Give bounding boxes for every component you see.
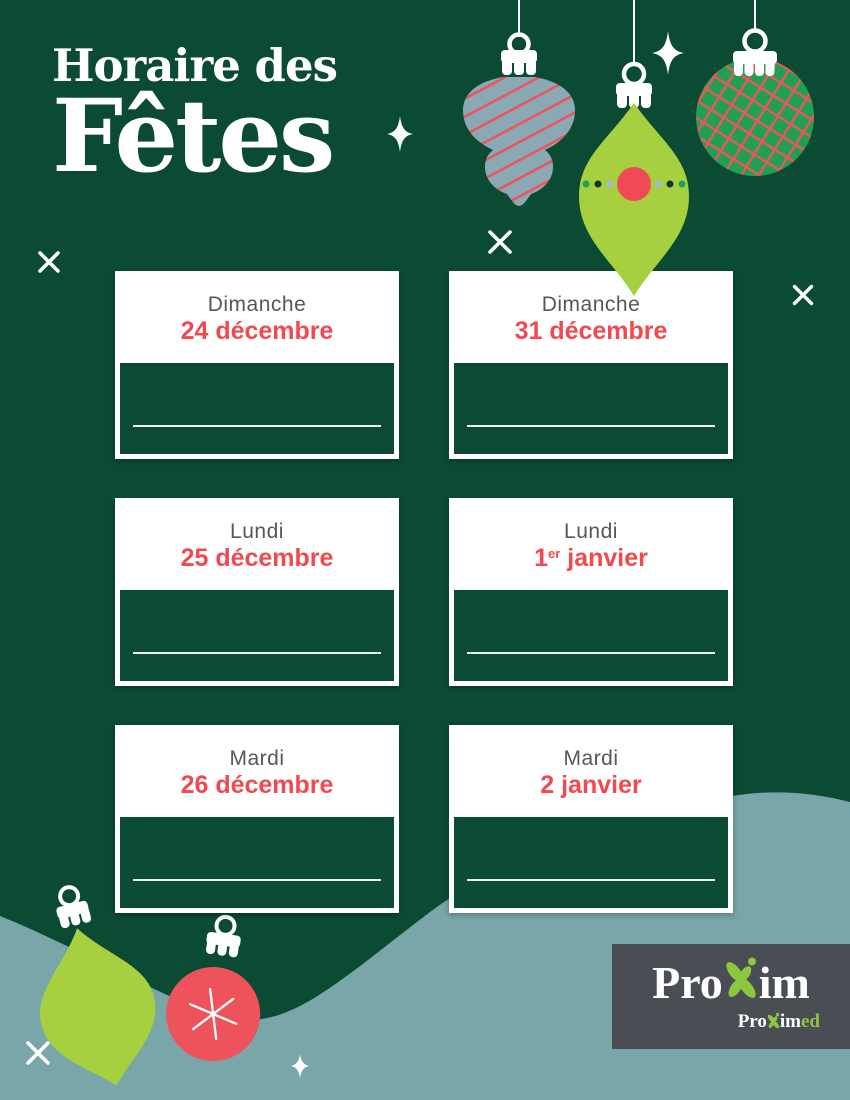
card-mardi-2-janvier: Mardi 2 janvier — [449, 725, 733, 913]
hours-blank-line — [467, 879, 715, 881]
snowflake-icon — [188, 988, 238, 1041]
card-day-label: Mardi — [229, 747, 285, 770]
sub-logo-text-ed: ed — [801, 1011, 820, 1032]
sub-logo-text-pre: Pro — [737, 1011, 767, 1032]
card-mardi-26-decembre: Mardi 26 décembre — [115, 725, 399, 913]
card-hours-slot — [454, 590, 728, 681]
striped-finial-ornament-icon — [463, 32, 575, 206]
hours-blank-line — [133, 425, 381, 427]
card-header: Lundi 1er janvier — [449, 498, 733, 590]
card-day-label: Mardi — [563, 747, 619, 770]
sparkle-icon — [291, 1054, 309, 1078]
card-hours-slot — [454, 363, 728, 454]
red-ball-snowflake-ornament-icon — [166, 914, 261, 1062]
card-header: Lundi 25 décembre — [115, 498, 399, 590]
sparkle-icon — [652, 31, 684, 75]
card-dimanche-24-decembre: Dimanche 24 décembre — [115, 271, 399, 459]
card-date-label: 24 décembre — [180, 317, 334, 345]
page-title: Horaire des Fêtes — [52, 39, 338, 195]
card-header: Mardi 2 janvier — [449, 725, 733, 817]
teardrop-ornament-icon — [579, 61, 689, 296]
hours-blank-line — [467, 425, 715, 427]
card-lundi-1er-janvier: Lundi 1er janvier — [449, 498, 733, 686]
card-header: Mardi 26 décembre — [115, 725, 399, 817]
card-day-label: Dimanche — [207, 293, 307, 316]
x-mark-icon — [792, 284, 814, 306]
card-date-label: 2 janvier — [540, 771, 642, 799]
logo-text-post: im — [758, 957, 810, 1008]
card-day-label: Lundi — [230, 520, 284, 543]
card-dimanche-31-decembre: Dimanche 31 décembre — [449, 271, 733, 459]
card-date-label: 1er janvier — [534, 544, 648, 572]
x-mark-icon — [488, 230, 512, 254]
card-header: Dimanche 24 décembre — [115, 271, 399, 363]
sparkle-icon — [387, 116, 413, 152]
x-mark-icon — [38, 251, 60, 273]
card-date-label: 31 décembre — [514, 317, 668, 345]
card-date-label: 26 décembre — [180, 771, 334, 799]
title-line-1: Horaire des — [52, 39, 338, 92]
hours-blank-line — [467, 652, 715, 654]
leaf-x-logo-icon — [767, 1012, 780, 1028]
hours-blank-line — [133, 879, 381, 881]
card-day-label: Dimanche — [541, 293, 641, 316]
card-hours-slot — [454, 817, 728, 908]
hours-blank-line — [133, 652, 381, 654]
card-date-label: 25 décembre — [180, 544, 334, 572]
logo-text-pre: Pro — [652, 957, 723, 1008]
proxim-logo: Pro im — [612, 955, 850, 1011]
proxim-logo-box: Pro im Pro — [612, 944, 850, 1049]
leaf-x-logo-icon — [726, 957, 756, 998]
card-hours-slot — [120, 590, 394, 681]
x-mark-icon — [26, 1041, 50, 1065]
crosshatch-ball-ornament-icon — [696, 28, 814, 176]
ornament-dot-band — [582, 167, 686, 201]
title-line-2: Fêtes — [52, 77, 335, 195]
card-lundi-25-decembre: Lundi 25 décembre — [115, 498, 399, 686]
card-header: Dimanche 31 décembre — [449, 271, 733, 363]
proximed-logo: Pro im ed — [738, 1011, 820, 1033]
sub-logo-text-mid: im — [779, 1011, 801, 1032]
card-hours-slot — [120, 363, 394, 454]
card-day-label: Lundi — [564, 520, 618, 543]
card-hours-slot — [120, 817, 394, 908]
